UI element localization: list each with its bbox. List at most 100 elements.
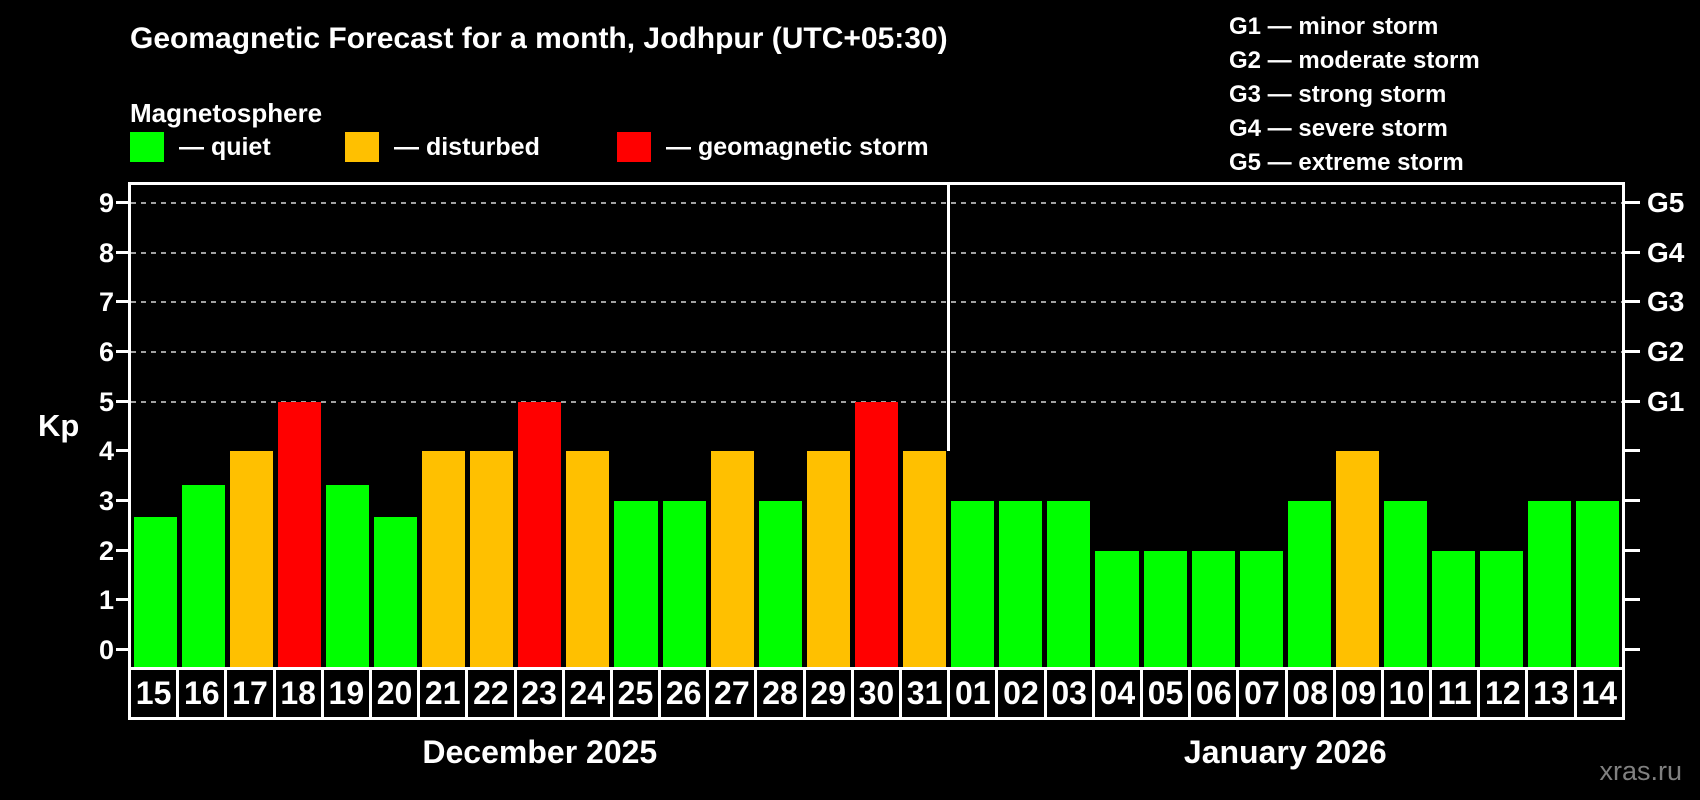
gridline-kp-8 bbox=[131, 251, 1622, 254]
kp-bar-chart bbox=[131, 185, 1622, 667]
date-cell-12: 12 bbox=[1480, 670, 1529, 717]
y-tick-label-2: 2 bbox=[98, 535, 114, 566]
kp-bar-21 bbox=[422, 451, 466, 667]
chart-title: Geomagnetic Forecast for a month, Jodhpu… bbox=[130, 22, 948, 55]
month-separator-line bbox=[947, 185, 951, 452]
g-scale-legend-g5: G5 — extreme storm bbox=[1229, 149, 1464, 176]
date-cell-29: 29 bbox=[806, 670, 854, 717]
kp-bar-13 bbox=[1528, 501, 1572, 667]
date-cell-25: 25 bbox=[613, 670, 662, 717]
kp-bar-01 bbox=[951, 501, 995, 667]
kp-bar-22 bbox=[470, 451, 514, 667]
kp-bar-11 bbox=[1432, 550, 1476, 667]
kp-bar-23 bbox=[518, 401, 562, 667]
date-cell-02: 02 bbox=[998, 670, 1047, 717]
date-cell-23: 23 bbox=[517, 670, 565, 717]
g-level-label-g2: G2 bbox=[1647, 336, 1685, 367]
kp-bar-06 bbox=[1191, 550, 1235, 667]
kp-bar-02 bbox=[999, 501, 1043, 667]
magnetosphere-label: Magnetosphere bbox=[130, 98, 323, 128]
y-tick-right bbox=[1625, 499, 1640, 502]
y-tick-label-1: 1 bbox=[98, 585, 114, 616]
kp-bar-16 bbox=[181, 484, 225, 667]
date-cell-18: 18 bbox=[276, 670, 324, 717]
date-cell-17: 17 bbox=[227, 670, 276, 717]
legend-item-storm: — geomagnetic storm bbox=[617, 132, 929, 162]
date-cell-06: 06 bbox=[1191, 670, 1240, 717]
kp-bar-19 bbox=[325, 484, 369, 667]
y-tick-right bbox=[1625, 201, 1640, 204]
gridline-kp-7 bbox=[131, 301, 1622, 304]
kp-bar-05 bbox=[1143, 550, 1187, 667]
kp-bar-12 bbox=[1480, 550, 1524, 667]
xras-watermark: xras.ru bbox=[1599, 756, 1682, 786]
kp-bar-20 bbox=[373, 517, 418, 667]
legend-item-quiet: — quiet bbox=[130, 132, 271, 162]
y-tick-label-9: 9 bbox=[98, 188, 114, 218]
date-cell-20: 20 bbox=[372, 670, 421, 717]
kp-bar-14 bbox=[1576, 501, 1620, 667]
date-cell-28: 28 bbox=[757, 670, 806, 717]
y-tick-right bbox=[1625, 350, 1640, 353]
status-legend: — quiet — disturbed — geomagnetic storm bbox=[0, 132, 1100, 164]
date-cell-19: 19 bbox=[324, 670, 372, 717]
date-cell-13: 13 bbox=[1528, 670, 1577, 717]
date-cell-31: 31 bbox=[902, 670, 951, 717]
kp-bar-03 bbox=[1047, 501, 1091, 667]
date-cell-05: 05 bbox=[1143, 670, 1192, 717]
date-cell-30: 30 bbox=[854, 670, 902, 717]
kp-bar-07 bbox=[1239, 550, 1283, 667]
plot-border bbox=[128, 182, 1625, 667]
y-tick-label-8: 8 bbox=[98, 237, 114, 268]
gridline-kp-9 bbox=[131, 202, 1622, 204]
y-tick-label-3: 3 bbox=[98, 486, 114, 516]
g-scale-legend-g1: G1 — minor storm bbox=[1229, 13, 1439, 40]
date-cell-10: 10 bbox=[1384, 670, 1433, 717]
legend-label-storm: — geomagnetic storm bbox=[666, 132, 929, 161]
y-axis-label: Kp bbox=[38, 408, 80, 443]
date-cell-03: 03 bbox=[1047, 670, 1095, 717]
kp-bar-09 bbox=[1335, 451, 1379, 667]
date-cell-27: 27 bbox=[709, 670, 758, 717]
y-tick-label-0: 0 bbox=[98, 635, 114, 665]
legend-label-quiet: — quiet bbox=[179, 132, 271, 161]
g-level-label-g1: G1 bbox=[1647, 385, 1685, 417]
month-label-january: January 2026 bbox=[1183, 734, 1387, 770]
g-scale-legend: G1 — minor storm G2 — moderate storm G3 … bbox=[1229, 10, 1480, 180]
y-tick-right bbox=[1625, 449, 1640, 453]
y-tick-right bbox=[1625, 548, 1640, 552]
g-scale-legend-g3: G3 — strong storm bbox=[1229, 81, 1447, 108]
date-cell-16: 16 bbox=[179, 670, 228, 717]
kp-bar-15 bbox=[133, 517, 177, 667]
g-scale-legend-g2: G2 — moderate storm bbox=[1229, 47, 1480, 74]
date-cell-22: 22 bbox=[468, 670, 517, 717]
y-tick-label-7: 7 bbox=[98, 287, 114, 318]
kp-bar-08 bbox=[1287, 501, 1331, 667]
g-scale-legend-g4: G4 — severe storm bbox=[1229, 115, 1448, 142]
date-cell-09: 09 bbox=[1336, 670, 1384, 717]
kp-bar-31 bbox=[903, 451, 947, 667]
kp-bar-18 bbox=[277, 401, 321, 667]
g-level-label-g3: G3 bbox=[1647, 286, 1685, 318]
gridline-kp-6 bbox=[131, 351, 1622, 353]
kp-bar-29 bbox=[806, 451, 850, 667]
y-tick-label-6: 6 bbox=[98, 337, 114, 367]
kp-bar-17 bbox=[229, 451, 273, 667]
y-tick-right bbox=[1625, 598, 1640, 602]
g-level-label-g4: G4 bbox=[1647, 236, 1685, 268]
kp-bar-27 bbox=[710, 451, 754, 667]
g-level-label-g5: G5 bbox=[1647, 187, 1685, 218]
date-axis: 15 16 17 18 19 20 21 22 23 24 25 26 27 28 29 30 31 01 02 03… bbox=[128, 667, 1625, 720]
legend-item-disturbed: — disturbed bbox=[345, 132, 540, 162]
date-cell-01: 01 bbox=[950, 670, 999, 717]
month-label-december: December 2025 bbox=[422, 734, 658, 770]
date-cell-14: 14 bbox=[1581, 675, 1618, 711]
date-cell-07: 07 bbox=[1239, 670, 1288, 717]
kp-bar-04 bbox=[1095, 550, 1139, 667]
date-cell-08: 08 bbox=[1288, 670, 1336, 717]
legend-label-disturbed: — disturbed bbox=[394, 132, 540, 161]
y-tick-right bbox=[1625, 300, 1640, 304]
kp-bar-28 bbox=[758, 501, 802, 667]
date-cell-21: 21 bbox=[420, 670, 469, 717]
